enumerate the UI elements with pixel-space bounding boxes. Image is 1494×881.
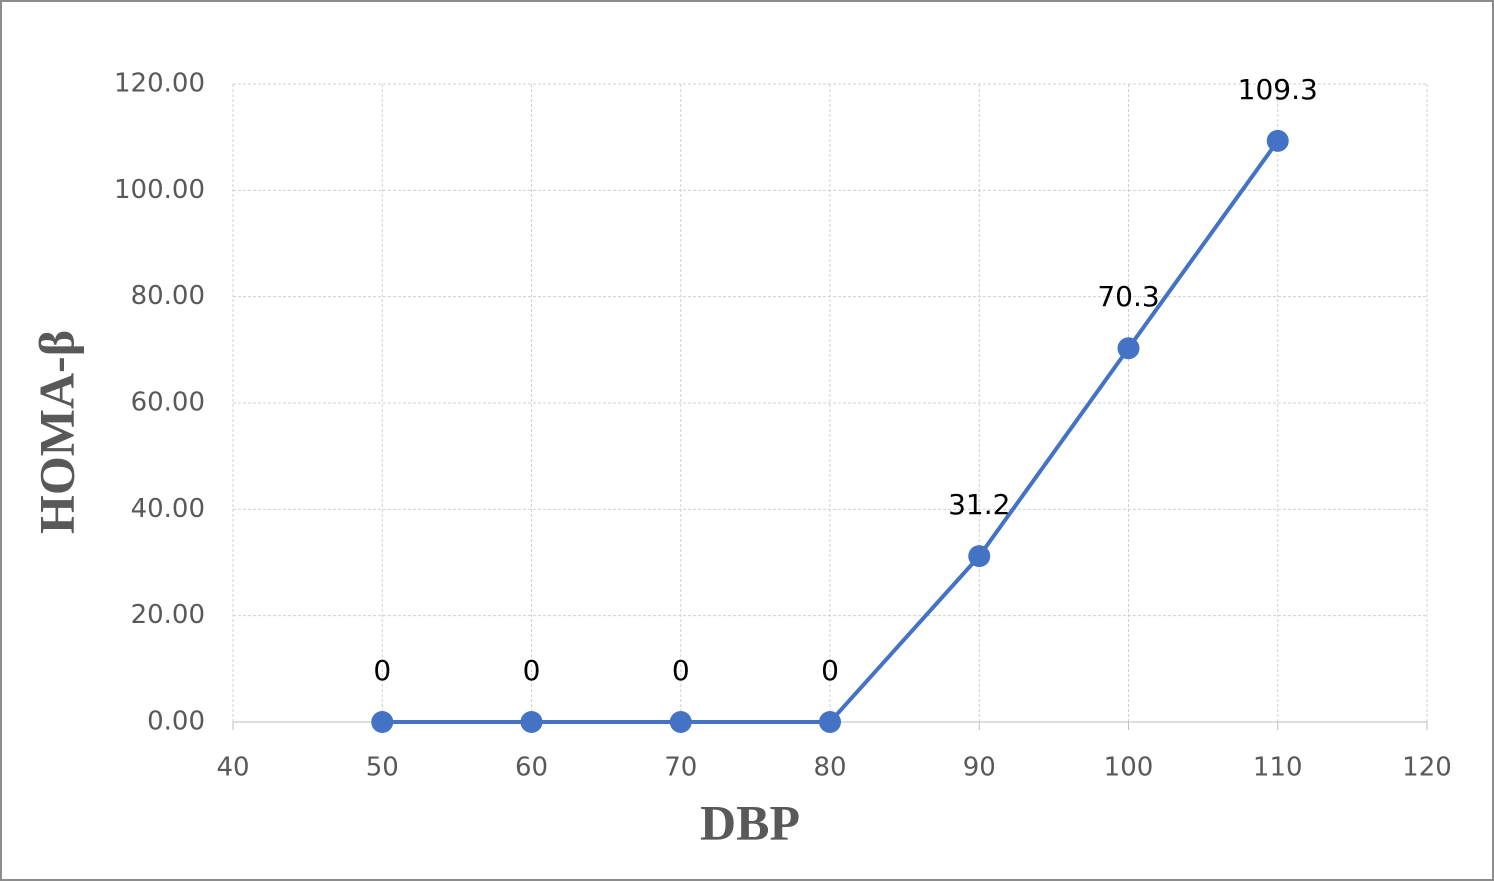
y-tick-label: 120.00 xyxy=(114,69,205,99)
y-tick-label: 0.00 xyxy=(147,707,205,737)
y-tick-label: 60.00 xyxy=(131,388,205,418)
data-label: 70.3 xyxy=(1097,280,1159,313)
y-tick-label: 20.00 xyxy=(131,600,205,630)
x-tick-label: 90 xyxy=(963,753,996,783)
data-point xyxy=(1117,337,1140,360)
y-tick-label: 40.00 xyxy=(131,494,205,524)
y-tick-label: 80.00 xyxy=(131,281,205,311)
x-tick-label: 40 xyxy=(216,753,249,783)
x-tick-label: 120 xyxy=(1402,753,1452,783)
x-tick-label: 70 xyxy=(664,753,697,783)
y-axis-title: HOMA-β xyxy=(28,330,84,534)
x-tick-label: 80 xyxy=(813,753,846,783)
x-tick-label: 50 xyxy=(366,753,399,783)
data-label: 109.3 xyxy=(1238,73,1318,106)
data-point xyxy=(669,711,692,733)
x-axis-title: DBP xyxy=(700,794,800,850)
x-tick-label: 100 xyxy=(1104,753,1154,783)
data-label: 0 xyxy=(672,654,690,687)
data-point xyxy=(371,711,394,733)
data-point xyxy=(1266,129,1289,152)
data-label: 0 xyxy=(373,654,391,687)
data-label: 0 xyxy=(821,654,839,687)
x-tick-label: 60 xyxy=(515,753,548,783)
data-point xyxy=(520,711,543,733)
data-label: 0 xyxy=(523,654,541,687)
data-point xyxy=(819,711,841,733)
data-label: 31.2 xyxy=(948,488,1010,521)
x-tick-label: 110 xyxy=(1253,753,1303,783)
data-point xyxy=(968,545,991,568)
y-tick-label: 100.00 xyxy=(114,175,205,205)
